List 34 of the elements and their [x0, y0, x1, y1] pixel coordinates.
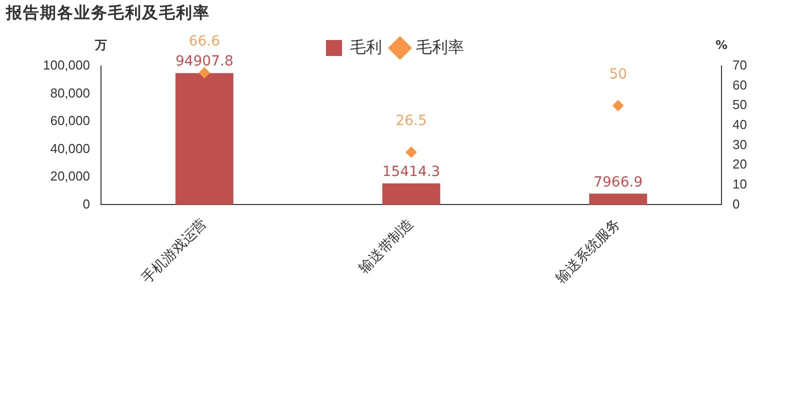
x-tick-label: 手机游戏运营 — [138, 215, 210, 286]
y-tick-label: 40,000 — [50, 140, 90, 156]
legend-label: 毛利率 — [416, 38, 464, 56]
y-tick-label: 0 — [82, 196, 90, 212]
y2-tick-label: 70 — [732, 58, 748, 73]
y-axis-title: 万 — [94, 38, 107, 52]
y2-tick-label: 60 — [732, 77, 748, 92]
y-tick-label: 80,000 — [50, 85, 90, 100]
y2-axis-title: % — [716, 38, 728, 52]
data-label: 66.6 — [188, 33, 220, 50]
y2-tick-label: 20 — [732, 156, 748, 172]
chart-title: 报告期各业务毛利及毛利率 — [6, 3, 210, 24]
y2-tick-label: 40 — [732, 117, 748, 132]
y2-tick-label: 0 — [732, 196, 740, 212]
y-tick-label: 60,000 — [50, 113, 90, 128]
point — [198, 67, 210, 78]
data-label: 26.5 — [396, 112, 427, 129]
bar — [382, 183, 440, 205]
y-tick-label: 20,000 — [50, 168, 90, 184]
bar — [589, 194, 648, 205]
y-tick-label: 100,000 — [42, 58, 90, 73]
data-label: 7966.9 — [594, 174, 643, 190]
point — [406, 146, 417, 158]
data-label: 15414.3 — [382, 164, 440, 180]
y2-tick-label: 50 — [732, 97, 748, 112]
y2-tick-label: 10 — [732, 176, 748, 192]
data-label: 50 — [609, 66, 628, 82]
data-label: 94907.8 — [175, 54, 234, 70]
bar — [175, 73, 234, 205]
point — [612, 100, 624, 112]
y2-tick-label: 30 — [732, 136, 748, 152]
x-tick-label: 输送系统服务 — [552, 215, 623, 286]
legend-label: 毛利 — [350, 38, 382, 56]
x-tick-label: 输送带制造 — [355, 215, 416, 276]
